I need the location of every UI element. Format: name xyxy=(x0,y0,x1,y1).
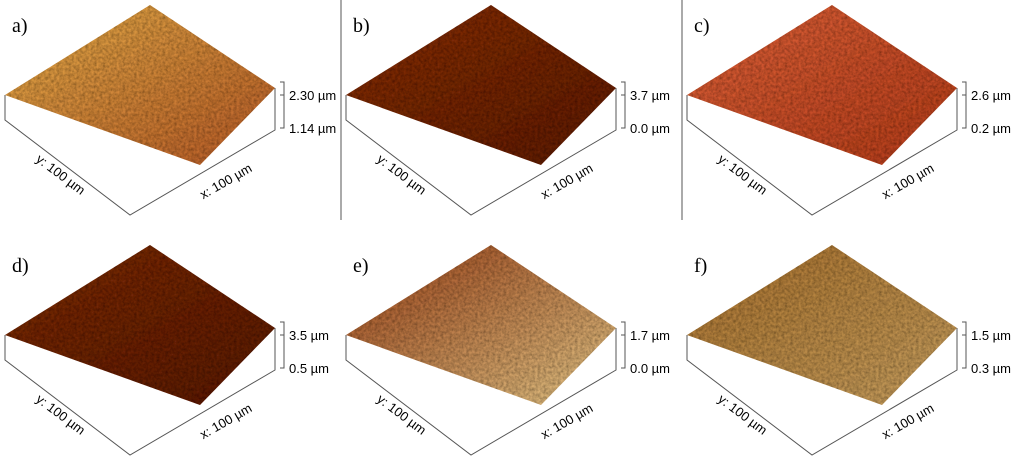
z-bracket xyxy=(280,321,285,369)
axis-box xyxy=(686,88,958,216)
z-max-label: 3.7 µm xyxy=(630,88,670,103)
surface xyxy=(346,5,616,165)
y-axis-label: y: 100 µm xyxy=(715,391,770,437)
z-max-label: 1.5 µm xyxy=(971,328,1011,343)
surface xyxy=(5,5,275,165)
panel-label: c) xyxy=(694,15,710,37)
panel: e) y: 100 µm x: 100 µm 1.7 µm 0.0 µm xyxy=(345,245,670,456)
panel: f) y: 100 µm x: 100 µm 1.5 µm 0.3 µm xyxy=(686,245,1011,456)
z-min-label: 0.2 µm xyxy=(971,121,1011,136)
panel-label: e) xyxy=(353,255,369,277)
surface xyxy=(687,5,957,165)
panel-label: d) xyxy=(12,255,29,277)
x-axis-label: x: 100 µm xyxy=(197,160,254,202)
y-axis-label: y: 100 µm xyxy=(374,151,429,197)
axis-box xyxy=(4,328,276,456)
y-axis-label: y: 100 µm xyxy=(715,151,770,197)
y-axis-label: y: 100 µm xyxy=(33,151,88,197)
panel-label: a) xyxy=(12,15,28,37)
x-axis-label: x: 100 µm xyxy=(879,400,936,442)
z-min-label: 0.5 µm xyxy=(289,361,329,376)
surface xyxy=(5,245,275,405)
z-bracket xyxy=(962,81,967,129)
z-max-label: 2.6 µm xyxy=(971,88,1011,103)
z-min-label: 1.14 µm xyxy=(289,121,336,136)
x-axis-label: x: 100 µm xyxy=(538,160,595,202)
panel: c) y: 100 µm x: 100 µm 2.6 µm 0.2 µm xyxy=(686,5,1011,216)
z-min-label: 0.0 µm xyxy=(630,361,670,376)
x-axis-label: x: 100 µm xyxy=(879,160,936,202)
x-axis-label: x: 100 µm xyxy=(197,400,254,442)
y-axis-label: y: 100 µm xyxy=(33,391,88,437)
z-bracket xyxy=(621,321,626,369)
z-bracket xyxy=(621,81,626,129)
axis-box xyxy=(686,328,958,456)
z-max-label: 2.30 µm xyxy=(289,88,336,103)
z-bracket xyxy=(962,321,967,369)
z-min-label: 0.3 µm xyxy=(971,361,1011,376)
panel-label: b) xyxy=(353,15,370,37)
z-max-label: 3.5 µm xyxy=(289,328,329,343)
x-axis-label: x: 100 µm xyxy=(538,400,595,442)
axis-box xyxy=(345,88,617,216)
panel: b) y: 100 µm x: 100 µm 3.7 µm 0.0 µm xyxy=(345,5,670,216)
y-axis-label: y: 100 µm xyxy=(374,391,429,437)
panel-label: f) xyxy=(694,255,707,277)
surface xyxy=(687,245,957,405)
surface xyxy=(346,245,616,405)
axis-box xyxy=(345,328,617,456)
z-bracket xyxy=(280,81,285,129)
panel: d) y: 100 µm x: 100 µm 3.5 µm 0.5 µm xyxy=(4,245,329,456)
panel: a) y: 100 µm x: 100 µm 2.30 µm 1.14 µm xyxy=(4,5,336,216)
axis-box xyxy=(4,88,276,216)
z-min-label: 0.0 µm xyxy=(630,121,670,136)
z-max-label: 1.7 µm xyxy=(630,328,670,343)
